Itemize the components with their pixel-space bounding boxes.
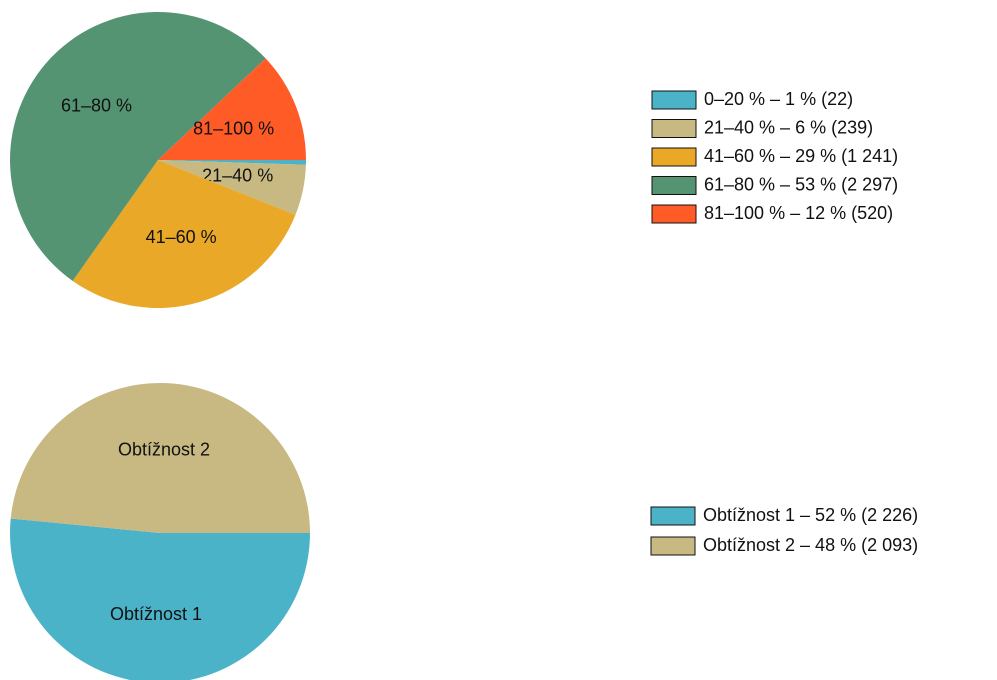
slice-label: Obtížnost 1 — [110, 604, 202, 624]
pie-slice — [158, 58, 306, 160]
slice-label: 81–100 % — [193, 119, 274, 139]
pie-slice — [72, 160, 296, 308]
legend-swatch — [650, 536, 696, 556]
legend-swatch — [651, 204, 697, 224]
legend-label: Obtížnost 1 – 52 % (2 226) — [703, 505, 918, 525]
pie-slice — [10, 383, 311, 533]
slice-label: 41–60 % — [146, 227, 217, 247]
legend-swatch — [651, 176, 697, 195]
legend-label: 81–100 % – 12 % (520) — [704, 203, 893, 223]
legend-swatch — [650, 506, 696, 526]
slice-label: 61–80 % — [61, 95, 132, 115]
pie-slice — [158, 160, 306, 165]
legend-swatch — [651, 119, 697, 138]
pie-slice — [10, 518, 310, 680]
slice-label: Obtížnost 2 — [118, 439, 210, 459]
slice-label: 21–40 % — [202, 165, 273, 185]
legend-label: 41–60 % – 29 % (1 241) — [704, 146, 898, 166]
legend-label: 0–20 % – 1 % (22) — [704, 89, 853, 109]
legend-swatch — [651, 90, 697, 110]
pie-slice — [158, 160, 306, 215]
pie-slice — [10, 12, 266, 281]
legend-label: Obtížnost 2 – 48 % (2 093) — [703, 535, 918, 555]
legend-label: 21–40 % – 6 % (239) — [704, 117, 873, 137]
legend-label: 61–80 % – 53 % (2 297) — [704, 174, 898, 194]
legend-swatch — [651, 147, 697, 167]
